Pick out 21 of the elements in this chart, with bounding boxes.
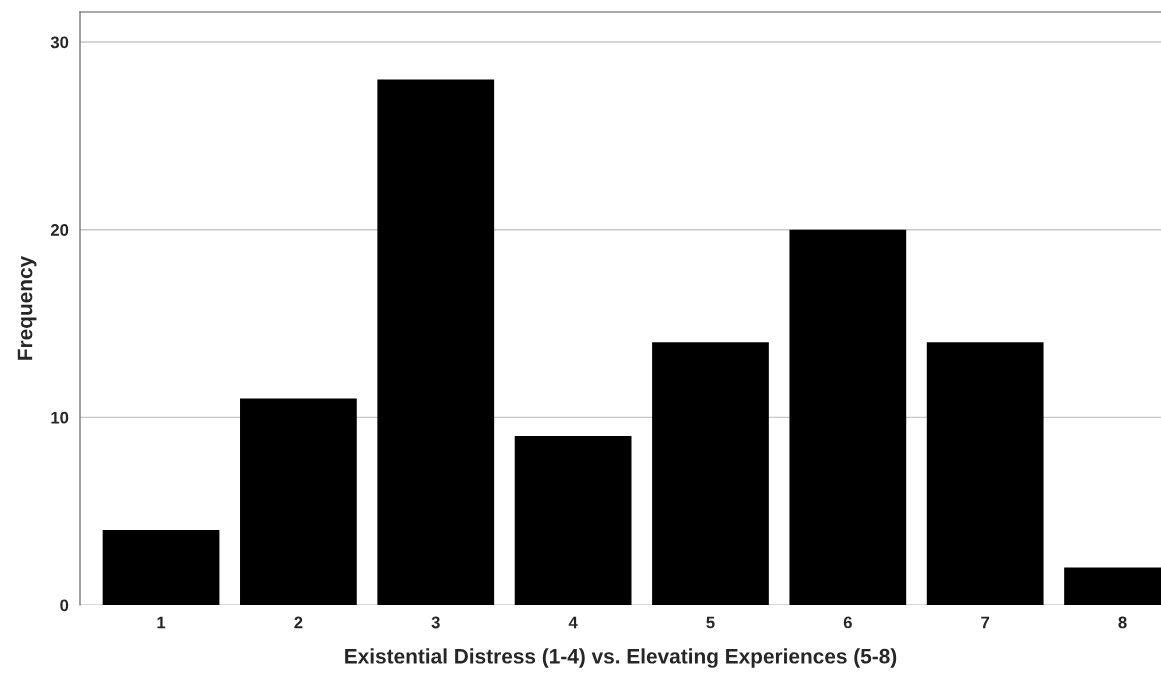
bar	[240, 398, 357, 605]
y-tick-label: 10	[51, 411, 69, 424]
bar	[514, 436, 632, 605]
x-tick-label: 4	[568, 616, 578, 629]
bar	[102, 529, 220, 605]
bar	[789, 229, 907, 605]
x-tick-label: 5	[706, 616, 715, 629]
bar	[652, 342, 769, 605]
x-tick-label: 6	[843, 616, 852, 629]
y-axis-title: Frequency	[17, 255, 37, 360]
x-tick-label: 1	[157, 616, 166, 629]
y-tick-label: 30	[50, 36, 69, 49]
y-tick-label: 0	[60, 599, 69, 612]
x-tick-label: 8	[1118, 616, 1127, 629]
bar	[377, 79, 495, 605]
x-tick-label: 2	[294, 616, 303, 629]
x-tick-label: 7	[981, 616, 990, 629]
x-tick-label: 3	[431, 616, 440, 629]
x-axis-title: Existential Distress (1-4) vs. Elevating Experiences (5-8)	[345, 648, 897, 668]
y-tick-label: 20	[50, 224, 69, 236]
bar	[926, 342, 1044, 605]
